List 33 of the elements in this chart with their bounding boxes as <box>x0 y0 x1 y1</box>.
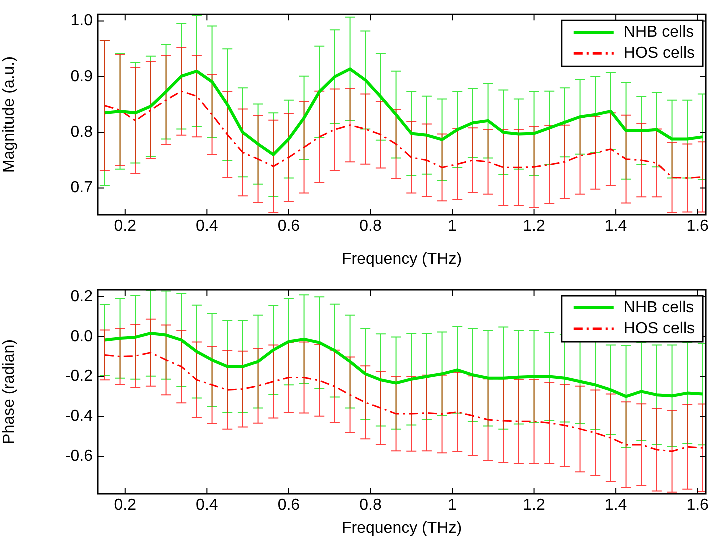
y-tick-label: 0.9 <box>70 68 94 86</box>
y-tick-label: -0.6 <box>65 448 94 465</box>
x-tick-label: 0.6 <box>278 497 300 514</box>
x-axis-title: Frequency (THz) <box>342 250 462 268</box>
x-tick-label: 0.2 <box>114 497 137 514</box>
y-tick-label: -0.4 <box>65 408 94 426</box>
legend-label: NHB cells <box>624 299 694 316</box>
x-tick-label: 1.2 <box>523 497 546 514</box>
x-tick-label: 0.6 <box>278 218 300 236</box>
x-tick-label: 1.6 <box>686 497 710 514</box>
x-tick-label: 1.6 <box>686 218 710 236</box>
y-tick-label: 0.8 <box>70 124 94 142</box>
legend-label: NHB cells <box>624 24 694 42</box>
x-tick-label: 1.4 <box>604 218 628 236</box>
x-tick-label: 0.4 <box>196 218 218 236</box>
x-tick-label: 1 <box>448 497 458 514</box>
legend-label: HOS cells <box>624 45 696 62</box>
x-tick-label: 0.8 <box>360 497 382 514</box>
x-tick-label: 0.4 <box>196 497 218 514</box>
x-tick-label: 1.2 <box>523 218 546 236</box>
y-tick-label: 0.2 <box>70 288 94 306</box>
x-axis-title: Frequency (THz) <box>342 520 462 537</box>
y-tick-label: 0.7 <box>70 180 94 197</box>
y-tick-label: 1.0 <box>70 12 94 30</box>
legend-label: HOS cells <box>624 320 696 338</box>
x-tick-label: 0.8 <box>360 218 382 236</box>
y-tick-label: -0.2 <box>65 368 94 386</box>
x-tick-label: 0.2 <box>114 218 137 236</box>
y-axis-title: Phase (radian) <box>1 340 18 444</box>
y-axis-title: Magnitude (a.u.) <box>1 56 18 174</box>
x-tick-label: 1.4 <box>604 497 628 514</box>
y-tick-label: 0.0 <box>70 328 94 346</box>
x-tick-label: 1 <box>448 218 458 236</box>
